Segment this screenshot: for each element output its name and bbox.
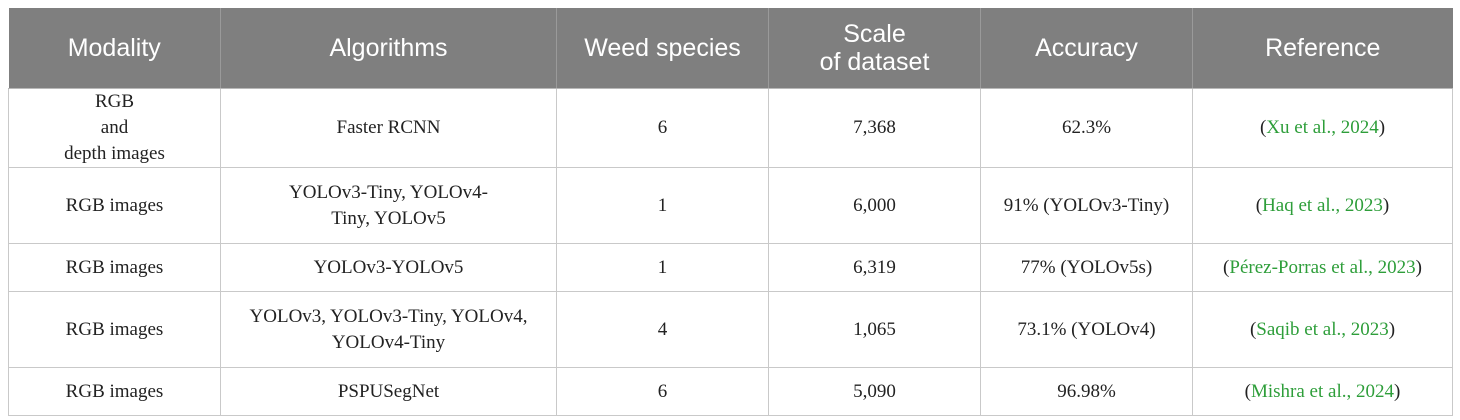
cell-modality: RGB images xyxy=(8,291,221,368)
cell-modality: RGB images xyxy=(8,167,221,244)
header-algorithms: Algorithms xyxy=(220,8,557,89)
cell-weed-species: 6 xyxy=(556,367,769,416)
cell-reference: (Pérez-Porras et al., 2023) xyxy=(1192,243,1453,292)
reference-link[interactable]: Saqib et al., 2023 xyxy=(1256,318,1389,340)
table-row: RGB images YOLOv3, YOLOv3-Tiny, YOLOv4, Y… xyxy=(8,291,1453,368)
table-row: RGB images YOLOv3-Tiny, YOLOv4- Tiny, YOL… xyxy=(8,167,1453,244)
cell-modality: RGB images xyxy=(8,243,221,292)
cell-algorithms: YOLOv3-Tiny, YOLOv4- Tiny, YOLOv5 xyxy=(220,167,557,244)
header-modality: Modality xyxy=(8,8,221,89)
cell-reference: (Xu et al., 2024) xyxy=(1192,88,1453,168)
reference-link[interactable]: Mishra et al., 2024 xyxy=(1250,380,1394,402)
cell-accuracy: 91% (YOLOv3-Tiny) xyxy=(980,167,1193,244)
table-header: Modality Algorithms Weed species Scale of… xyxy=(8,8,1453,89)
cell-algorithms: YOLOv3, YOLOv3-Tiny, YOLOv4, YOLOv4-Tiny xyxy=(220,291,557,368)
header-accuracy: Accuracy xyxy=(980,8,1193,89)
header-weed-species: Weed species xyxy=(556,8,769,89)
cell-scale: 7,368 xyxy=(768,88,981,168)
weed-detection-comparison-table: Modality Algorithms Weed species Scale of… xyxy=(8,8,1453,416)
header-row: Modality Algorithms Weed species Scale of… xyxy=(8,8,1453,89)
cell-algorithms: Faster RCNN xyxy=(220,88,557,168)
comparison-table-container: Modality Algorithms Weed species Scale of… xyxy=(8,8,1453,416)
cell-accuracy: 77% (YOLOv5s) xyxy=(980,243,1193,292)
cell-algorithms: YOLOv3-YOLOv5 xyxy=(220,243,557,292)
table-row: RGB images PSPUSegNet 6 5,090 96.98% (Mi… xyxy=(8,367,1453,416)
cell-accuracy: 96.98% xyxy=(980,367,1193,416)
cell-reference: (Saqib et al., 2023) xyxy=(1192,291,1453,368)
cell-scale: 6,000 xyxy=(768,167,981,244)
cell-weed-species: 6 xyxy=(556,88,769,168)
table-row: RGB images YOLOv3-YOLOv5 1 6,319 77% (YO… xyxy=(8,243,1453,292)
cell-weed-species: 4 xyxy=(556,291,769,368)
cell-modality: RGB images xyxy=(8,367,221,416)
reference-link[interactable]: Xu et al., 2024 xyxy=(1266,117,1379,138)
table-row: RGB and depth images Faster RCNN 6 7,368 6… xyxy=(8,88,1453,168)
header-reference: Reference xyxy=(1192,8,1453,89)
cell-reference: (Mishra et al., 2024) xyxy=(1192,367,1453,416)
cell-scale: 6,319 xyxy=(768,243,981,292)
cell-algorithms: PSPUSegNet xyxy=(220,367,557,416)
cell-scale: 5,090 xyxy=(768,367,981,416)
table-body: RGB and depth images Faster RCNN 6 7,368 6… xyxy=(8,88,1453,416)
reference-link[interactable]: Pérez-Porras et al., 2023 xyxy=(1229,256,1416,278)
header-scale-of-dataset: Scale of dataset xyxy=(768,8,981,89)
cell-modality: RGB and depth images xyxy=(8,88,221,168)
cell-reference: (Haq et al., 2023) xyxy=(1192,167,1453,244)
cell-weed-species: 1 xyxy=(556,167,769,244)
cell-accuracy: 73.1% (YOLOv4) xyxy=(980,291,1193,368)
cell-weed-species: 1 xyxy=(556,243,769,292)
cell-scale: 1,065 xyxy=(768,291,981,368)
reference-link[interactable]: Haq et al., 2023 xyxy=(1262,194,1383,216)
cell-accuracy: 62.3% xyxy=(980,88,1193,168)
